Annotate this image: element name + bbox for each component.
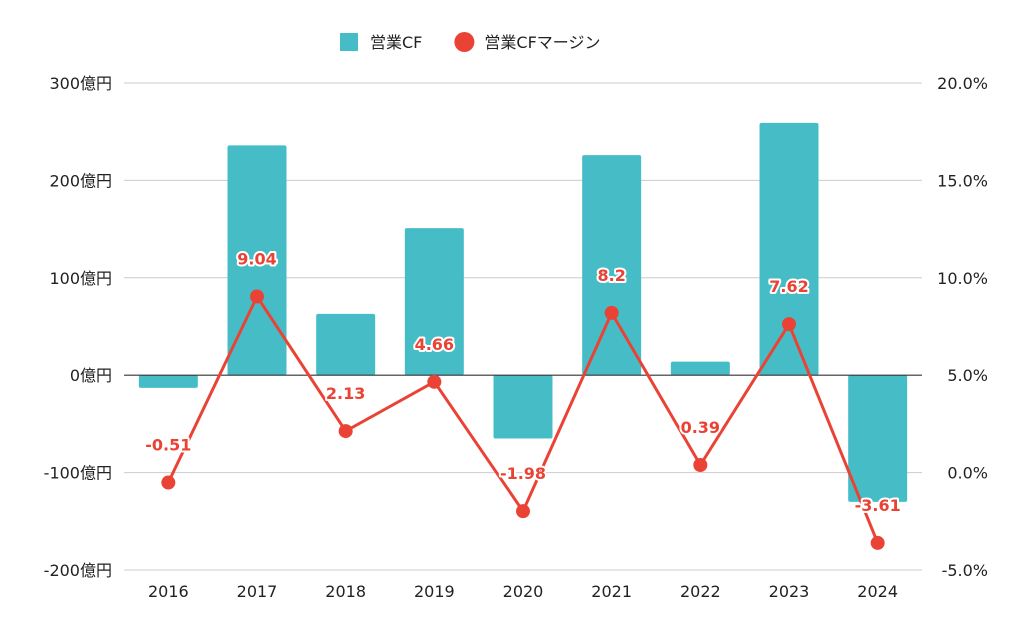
legend-label: 営業CFマージン: [484, 33, 600, 52]
point-2016: [161, 475, 176, 490]
data-label-2020: -1.98: [500, 464, 546, 483]
point-2024: [870, 535, 885, 550]
bar-2020: [493, 375, 553, 439]
x-tick-label: 2021: [591, 582, 632, 601]
data-label-2016: -0.51: [145, 436, 191, 455]
legend-swatch-square: [340, 33, 358, 51]
right-tick-label: 20.0%: [937, 74, 988, 93]
left-tick-label: -100億円: [44, 464, 112, 483]
legend-label: 営業CF: [370, 33, 422, 52]
x-tick-label: 2019: [414, 582, 455, 601]
bar-2021: [582, 155, 642, 376]
left-axis: 300億円 200億円 100億円 0億円 -100億円 -200億円: [44, 74, 112, 580]
data-label-2021: 8.2: [597, 266, 625, 285]
data-label-2023: 7.62: [769, 277, 808, 296]
x-tick-label: 2018: [325, 582, 366, 601]
right-tick-label: 5.0%: [947, 366, 988, 385]
point-2023: [782, 317, 796, 332]
x-tick-label: 2016: [148, 582, 189, 601]
line-series: -0.51 9.04 2.13 4.66 -1.98 8.2 0.39 7.62 -3.61: [143, 248, 903, 550]
left-tick-label: 0億円: [70, 366, 112, 385]
data-label-2024: -3.61: [855, 496, 901, 515]
point-2019: [427, 374, 442, 389]
bar-2023: [759, 122, 819, 376]
left-tick-label: -200億円: [44, 561, 112, 580]
data-label-2019: 4.66: [415, 335, 454, 354]
legend: 営業CF 営業CFマージン: [340, 32, 600, 52]
left-tick-label: 300億円: [49, 74, 112, 93]
x-tick-label: 2024: [857, 582, 898, 601]
left-tick-label: 100億円: [49, 269, 112, 288]
right-tick-label: 10.0%: [937, 269, 988, 288]
x-axis: 2016 2017 2018 2019 2020 2021 2022 2023 2024: [148, 582, 898, 601]
right-axis: 20.0% 15.0% 10.0% 5.0% 0.0% -5.0%: [937, 74, 988, 580]
bar-2022: [670, 361, 730, 376]
point-2022: [693, 458, 708, 473]
left-tick-label: 200億円: [49, 171, 112, 190]
bar-series: [138, 122, 908, 502]
point-2020: [516, 504, 530, 519]
x-tick-label: 2020: [503, 582, 544, 601]
right-tick-label: 15.0%: [937, 171, 988, 190]
point-2021: [604, 305, 619, 320]
data-label-2018: 2.13: [326, 384, 365, 403]
point-2017: [250, 289, 264, 304]
bar-2024: [848, 375, 908, 502]
data-label-2022: 0.39: [681, 418, 720, 437]
bar-2019: [404, 228, 464, 376]
data-label-2017: 9.04: [237, 250, 276, 269]
x-tick-label: 2023: [769, 582, 810, 601]
bar-2018: [316, 313, 376, 376]
right-tick-label: 0.0%: [947, 464, 988, 483]
right-tick-label: -5.0%: [942, 561, 988, 580]
x-tick-label: 2017: [237, 582, 278, 601]
bar-2016: [138, 375, 198, 388]
legend-swatch-circle: [454, 32, 475, 52]
point-2018: [338, 424, 353, 439]
x-tick-label: 2022: [680, 582, 721, 601]
